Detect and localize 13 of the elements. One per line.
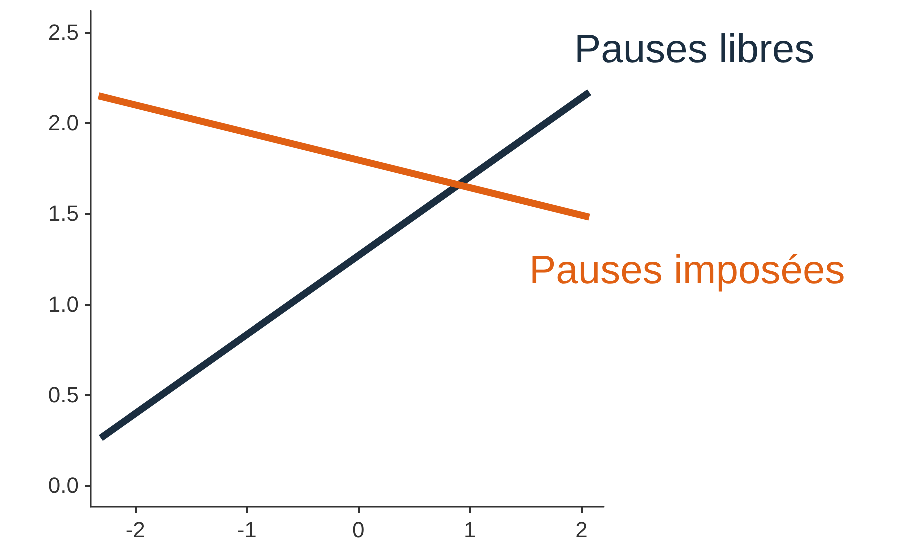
y-tick-label: 1.5 [48, 201, 79, 226]
x-tick-label: 0 [352, 518, 365, 542]
y-tick-label: 2.0 [48, 110, 79, 136]
y-tick-label: 1.0 [48, 292, 79, 317]
y-tick-label: 0.0 [48, 472, 79, 498]
series-label: Pauses imposées [530, 248, 846, 292]
x-tick-label: 1 [464, 518, 476, 542]
y-tick-label: 0.5 [48, 382, 79, 408]
x-tick-label: -1 [237, 518, 257, 542]
series-label: Pauses libres [574, 27, 815, 72]
y-tick-label: 2.5 [48, 20, 79, 46]
x-tick-label: 2 [576, 518, 588, 542]
x-tick-label: -2 [126, 518, 146, 542]
